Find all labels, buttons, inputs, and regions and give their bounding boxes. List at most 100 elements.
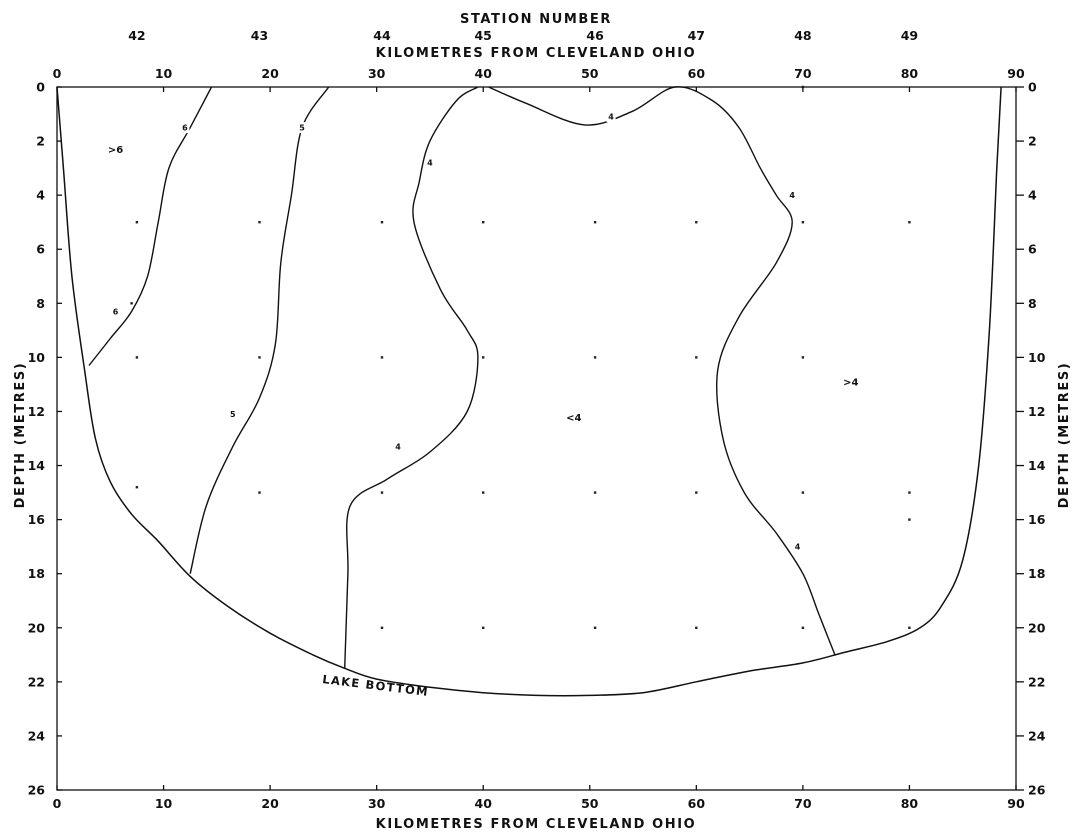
- contour-label: 6: [182, 124, 188, 133]
- y-tick-label-left: 4: [36, 188, 45, 203]
- sample-point: [695, 491, 697, 493]
- y-tick-label-right: 26: [1028, 783, 1046, 798]
- region-label: >4: [843, 378, 858, 389]
- y-tick-label-left: 14: [28, 458, 46, 473]
- sample-point: [908, 518, 910, 520]
- x-tick-label-top: 50: [581, 66, 599, 81]
- y-tick-label-left: 24: [28, 728, 46, 743]
- contour-line-5-1: [190, 87, 329, 574]
- sample-point: [258, 491, 260, 493]
- contours-group: [89, 87, 835, 669]
- y-tick-label-right: 16: [1028, 512, 1046, 527]
- station-label: 48: [794, 28, 811, 43]
- lake-bottom-label: LAKE BOTTOM: [322, 672, 430, 699]
- y-tick-label-right: 14: [1028, 458, 1046, 473]
- x-tick-label-bottom: 0: [53, 796, 62, 811]
- station-label: 42: [128, 28, 145, 43]
- top-title: STATION NUMBER: [460, 12, 612, 27]
- sample-point: [381, 356, 383, 358]
- contour-label: 4: [427, 159, 433, 168]
- sample-point: [908, 221, 910, 223]
- y-tick-label-left: 10: [28, 350, 46, 365]
- y-tick-label-left: 12: [28, 404, 45, 419]
- y-tick-label-right: 8: [1028, 296, 1037, 311]
- y-tick-label-left: 26: [28, 783, 46, 798]
- sample-point: [381, 221, 383, 223]
- x-tick-label-top: 10: [155, 66, 173, 81]
- sample-point: [594, 221, 596, 223]
- sample-point: [136, 221, 138, 223]
- station-label: 46: [586, 28, 604, 43]
- x-tick-label-top: 60: [688, 66, 706, 81]
- y-tick-label-left: 22: [28, 674, 45, 689]
- top-subtitle: KILOMETRES FROM CLEVELAND OHIO: [376, 46, 697, 61]
- y-tick-label-right: 6: [1028, 242, 1037, 257]
- sample-point: [594, 627, 596, 629]
- y-tick-label-right: 2: [1028, 134, 1037, 149]
- contour-line-4-2: [345, 87, 478, 668]
- y-tick-label-right: 12: [1028, 404, 1045, 419]
- y-tick-label-right: 24: [1028, 728, 1046, 743]
- y-tick-label-right: 10: [1028, 350, 1046, 365]
- sample-point: [381, 627, 383, 629]
- sample-point: [802, 627, 804, 629]
- y-tick-label-left: 6: [36, 242, 45, 257]
- x-tick-label-top: 80: [901, 66, 919, 81]
- sample-point: [908, 491, 910, 493]
- sample-point: [482, 221, 484, 223]
- x-tick-label-bottom: 60: [688, 796, 706, 811]
- contour-label: 5: [299, 124, 305, 133]
- x-tick-label-bottom: 40: [475, 796, 493, 811]
- contour-line-6-0: [89, 87, 212, 366]
- x-tick-label-top: 70: [794, 66, 812, 81]
- x-tick-label-bottom: 90: [1007, 796, 1025, 811]
- sample-point: [258, 221, 260, 223]
- y-tick-label-right: 20: [1028, 620, 1046, 635]
- y-tick-label-right: 18: [1028, 566, 1045, 581]
- x-tick-label-bottom: 20: [261, 796, 279, 811]
- x-tick-label-bottom: 70: [794, 796, 812, 811]
- x-axis-title: KILOMETRES FROM CLEVELAND OHIO: [376, 817, 697, 832]
- lake-bottom-line: [57, 87, 1001, 696]
- y-tick-label-left: 8: [36, 296, 45, 311]
- sample-point: [136, 486, 138, 488]
- x-tick-label-top: 90: [1007, 66, 1025, 81]
- station-label: 44: [373, 28, 391, 43]
- sample-point: [802, 356, 804, 358]
- sample-point: [381, 491, 383, 493]
- y-tick-label-right: 4: [1028, 188, 1037, 203]
- station-label: 49: [901, 28, 918, 43]
- region-label: <4: [566, 413, 581, 424]
- sample-point: [482, 627, 484, 629]
- contour-label: 5: [230, 410, 236, 419]
- y-tick-label-left: 0: [36, 80, 45, 95]
- sample-point: [802, 491, 804, 493]
- sample-point: [136, 356, 138, 358]
- sample-point: [130, 302, 132, 304]
- sample-point: [594, 491, 596, 493]
- x-tick-label-top: 0: [53, 66, 62, 81]
- x-tick-label-top: 20: [261, 66, 279, 81]
- contour-line-4-3: [489, 87, 835, 655]
- x-tick-label-top: 30: [368, 66, 386, 81]
- sample-point: [695, 221, 697, 223]
- y-axis-title-right: DEPTH (METRES): [1057, 362, 1072, 509]
- y-tick-label-left: 2: [36, 134, 45, 149]
- y-tick-label-left: 18: [28, 566, 45, 581]
- station-label: 47: [688, 28, 705, 43]
- y-tick-label-left: 16: [28, 512, 46, 527]
- y-tick-label-right: 0: [1028, 80, 1037, 95]
- x-tick-label-top: 40: [475, 66, 493, 81]
- region-labels-group: >6<4>4: [108, 145, 859, 424]
- sample-point: [695, 356, 697, 358]
- plot-frame: [57, 87, 1016, 790]
- station-label: 45: [474, 28, 491, 43]
- x-tick-label-bottom: 50: [581, 796, 599, 811]
- sample-point: [482, 491, 484, 493]
- x-tick-label-bottom: 80: [901, 796, 919, 811]
- x-tick-label-bottom: 10: [155, 796, 173, 811]
- sample-point: [258, 356, 260, 358]
- contour-label: 4: [795, 543, 801, 552]
- sample-point: [695, 627, 697, 629]
